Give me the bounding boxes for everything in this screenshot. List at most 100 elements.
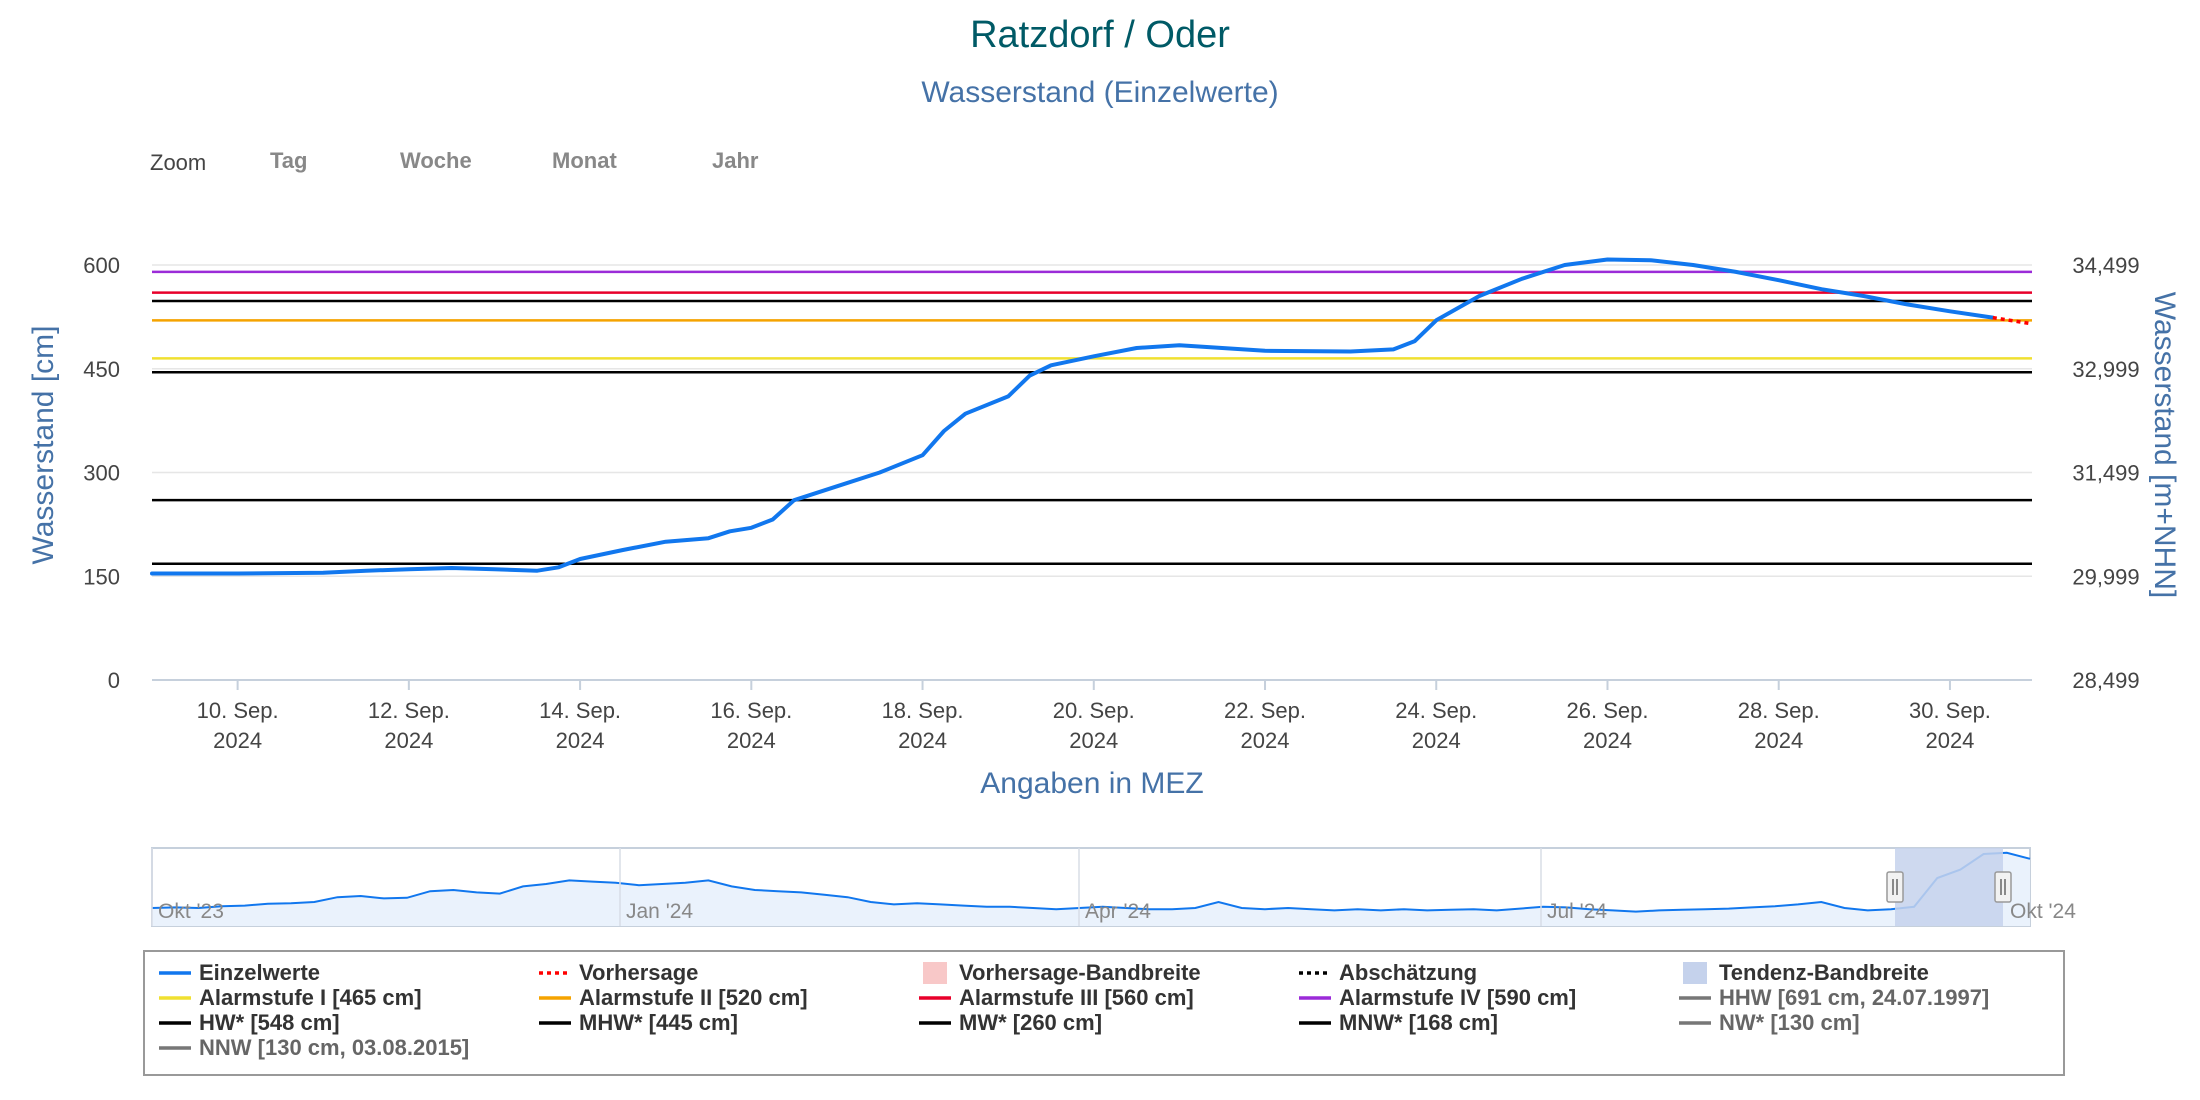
legend-symbol-graphic (1679, 1021, 1711, 1025)
legend-symbol (157, 960, 193, 986)
legend-symbol-graphic (1679, 996, 1711, 1000)
legend-item[interactable]: Alarmstufe I [465 cm] (157, 985, 422, 1011)
legend-item[interactable]: MW* [260 cm] (917, 1010, 1102, 1036)
handle-grip (1994, 871, 2012, 903)
legend-symbol-graphic (159, 996, 191, 1000)
x-tick-label-year: 2024 (1241, 728, 1290, 753)
legend-symbol (917, 960, 953, 986)
x-tick-label: 24. Sep. (1395, 698, 1477, 723)
legend-symbol (537, 985, 573, 1011)
legend-symbol (537, 960, 573, 986)
legend-label: HHW [691 cm, 24.07.1997] (1719, 985, 1990, 1010)
legend-item[interactable]: HW* [548 cm] (157, 1010, 340, 1036)
legend-symbol-graphic (539, 996, 571, 1000)
legend-symbol (157, 1035, 193, 1061)
legend-label: Alarmstufe II [520 cm] (579, 985, 808, 1010)
x-tick-label: 22. Sep. (1224, 698, 1306, 723)
legend-item[interactable]: NW* [130 cm] (1677, 1010, 1860, 1036)
navigator-label: Okt '24 (2010, 900, 2076, 923)
x-tick-label-year: 2024 (1412, 728, 1461, 753)
y-tick-label-right: 31,499 (2072, 461, 2139, 486)
x-tick-label-year: 2024 (1754, 728, 1803, 753)
x-tick-label-year: 2024 (1069, 728, 1118, 753)
legend-item[interactable]: Alarmstufe II [520 cm] (537, 985, 808, 1011)
navigator-label: Jan '24 (626, 900, 693, 923)
y-tick-label-right: 28,499 (2072, 668, 2139, 693)
y-tick-label: 300 (83, 461, 120, 486)
chart-canvas: Ratzdorf / Oder Wasserstand (Einzelwerte… (27, 14, 2181, 927)
y-axis-label-right: Wasserstand [m+NHN] (2148, 292, 2181, 598)
x-tick-label: 18. Sep. (882, 698, 964, 723)
legend-symbol (1297, 1010, 1333, 1036)
legend-symbol-graphic (539, 971, 571, 975)
y-tick-label: 600 (83, 253, 120, 278)
navigator[interactable]: Okt '23 Jan '24 Apr '24 Jul '24 Okt '24 (151, 847, 2076, 927)
legend-item[interactable]: Alarmstufe IV [590 cm] (1297, 985, 1576, 1011)
legend: Einzelwerte Vorhersage Vorhersage-Bandbrei… (143, 950, 2065, 1076)
legend-symbol-graphic (923, 962, 947, 984)
x-tick-label-year: 2024 (556, 728, 605, 753)
legend-item[interactable]: Tendenz-Bandbreite (1677, 960, 1929, 986)
legend-symbol-graphic (1299, 971, 1331, 975)
legend-label: MW* [260 cm] (959, 1010, 1103, 1035)
zoom-button-monat[interactable]: Monat (552, 148, 617, 173)
legend-item[interactable]: Einzelwerte (157, 960, 320, 986)
x-tick-label-year: 2024 (727, 728, 776, 753)
y-axis-label-left: Wasserstand [cm] (27, 326, 60, 565)
zoom-button-tag[interactable]: Tag (270, 148, 307, 173)
legend-symbol (1297, 985, 1333, 1011)
legend-label: NW* [130 cm] (1719, 1010, 1860, 1035)
legend-item[interactable]: Vorhersage-Bandbreite (917, 960, 1201, 986)
legend-item[interactable]: Alarmstufe III [560 cm] (917, 985, 1194, 1011)
navigator-handle-left[interactable] (1886, 871, 1904, 903)
y-tick-label: 450 (83, 357, 120, 382)
legend-item[interactable]: MNW* [168 cm] (1297, 1010, 1498, 1036)
legend-symbol-graphic (1299, 1021, 1331, 1025)
legend-label: Tendenz-Bandbreite (1719, 960, 1929, 985)
x-tick-label: 20. Sep. (1053, 698, 1135, 723)
zoom-button-jahr[interactable]: Jahr (712, 148, 759, 173)
legend-symbol (1677, 985, 1713, 1011)
legend-symbol-graphic (159, 1046, 191, 1050)
legend-symbol-graphic (159, 971, 191, 975)
y-tick-label: 150 (83, 564, 120, 589)
legend-symbol-graphic (159, 1021, 191, 1025)
x-axis-label: Angaben in MEZ (980, 767, 1203, 800)
legend-label: NNW [130 cm, 03.08.2015] (199, 1035, 470, 1060)
x-tick-label: 14. Sep. (539, 698, 621, 723)
navigator-label: Okt '23 (158, 900, 224, 923)
x-tick-label: 26. Sep. (1567, 698, 1649, 723)
series-line-einzelwerte (150, 257, 1995, 576)
legend-symbol-graphic (919, 1021, 951, 1025)
zoom-button-woche[interactable]: Woche (400, 148, 472, 173)
y-tick-label-right: 29,999 (2072, 564, 2139, 589)
legend-item[interactable]: MHW* [445 cm] (537, 1010, 738, 1036)
legend-item[interactable]: NNW [130 cm, 03.08.2015] (157, 1035, 469, 1061)
legend-label: Vorhersage (579, 960, 699, 985)
legend-label: Alarmstufe III [560 cm] (959, 985, 1194, 1010)
x-tick-label: 30. Sep. (1909, 698, 1991, 723)
legend-symbol-graphic (919, 996, 951, 1000)
navigator-selection (1895, 848, 2003, 926)
x-tick-label-year: 2024 (1925, 728, 1974, 753)
legend-item[interactable]: Abschätzung (1297, 960, 1477, 986)
navigator-handle-right[interactable] (1994, 871, 2012, 903)
x-tick-label: 12. Sep. (368, 698, 450, 723)
series-line-vorhersage (1992, 315, 2033, 326)
legend-label: Alarmstufe I [465 cm] (199, 985, 422, 1010)
legend-symbol (157, 985, 193, 1011)
legend-symbol-graphic (539, 1021, 571, 1025)
legend-symbol (917, 985, 953, 1011)
y-tick-label: 0 (108, 668, 120, 693)
legend-swatch (1683, 962, 1707, 984)
y-tick-label-right: 34,499 (2072, 253, 2139, 278)
legend-item[interactable]: HHW [691 cm, 24.07.1997] (1677, 985, 1989, 1011)
legend-label: Abschätzung (1339, 960, 1478, 985)
legend-item[interactable]: Vorhersage (537, 960, 698, 986)
x-tick-label: 10. Sep. (197, 698, 279, 723)
legend-symbol (157, 1010, 193, 1036)
x-tick-label: 16. Sep. (710, 698, 792, 723)
x-tick-label-year: 2024 (213, 728, 262, 753)
legend-symbol (1677, 1010, 1713, 1036)
navigator-label: Jul '24 (1547, 900, 1607, 923)
